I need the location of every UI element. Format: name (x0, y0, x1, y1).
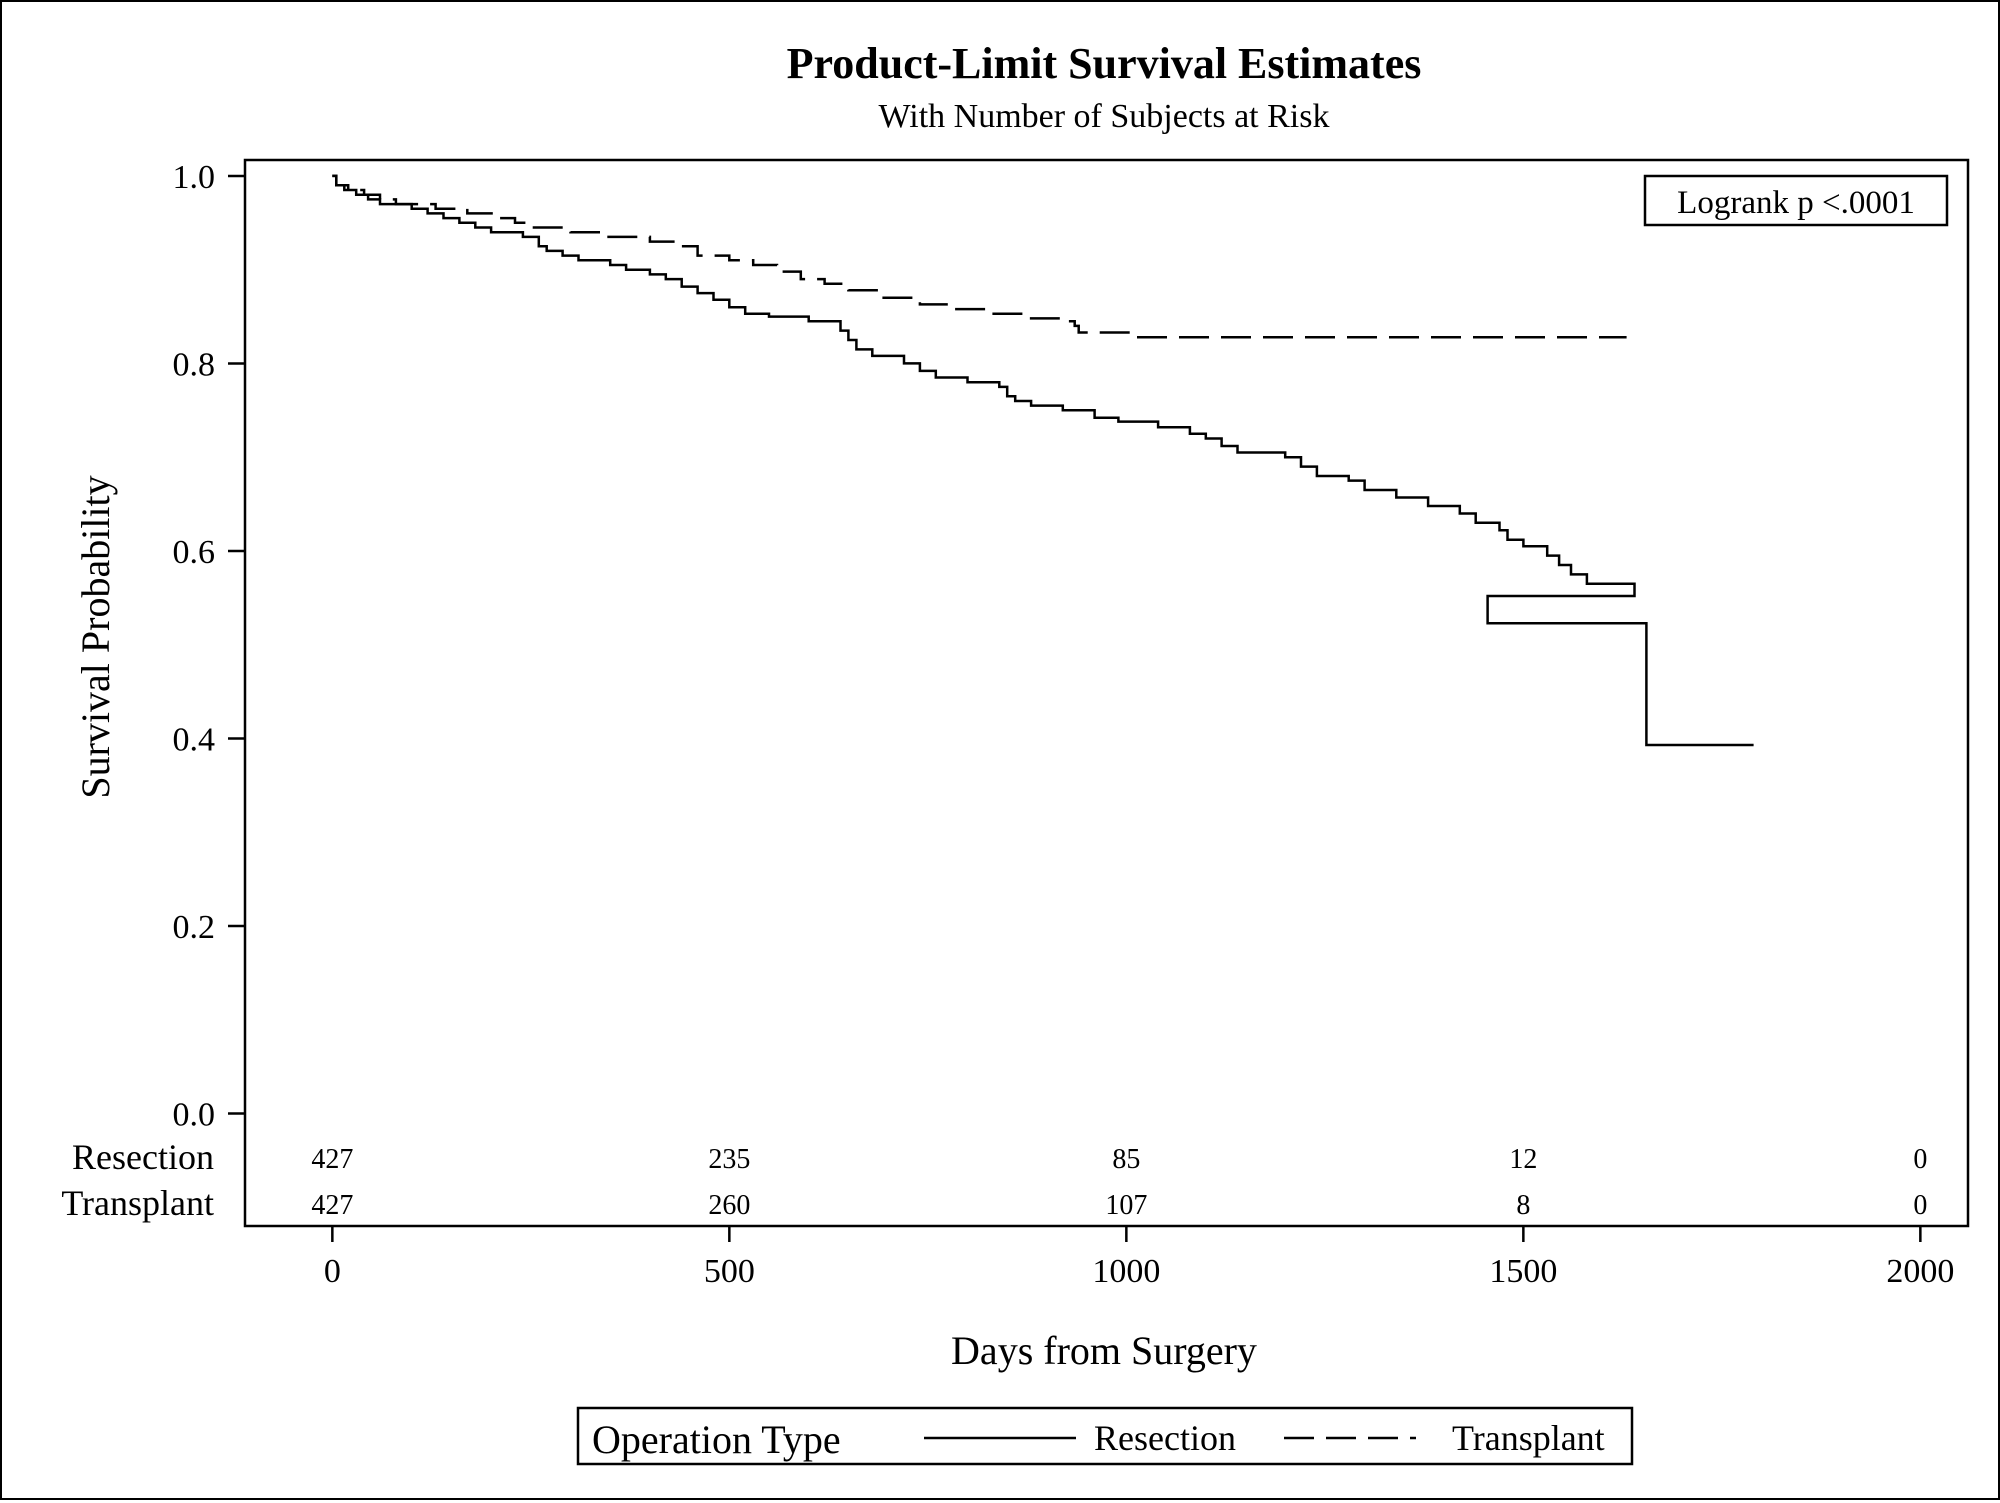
annotation-box (1643, 174, 1949, 227)
x-tick-label: 0 (324, 1253, 341, 1290)
x-axis-label: Days from Surgery (951, 1328, 1257, 1373)
y-tick-label: 0.4 (173, 721, 216, 758)
risk-count: 427 (311, 1144, 353, 1175)
risk-count: 427 (311, 1190, 353, 1221)
series-line-transplant (332, 174, 1627, 339)
series-line-resection (332, 174, 1754, 747)
risk-count: 8 (1516, 1190, 1530, 1221)
risk-count: 260 (708, 1190, 750, 1221)
y-tick-label: 0.2 (173, 909, 216, 946)
risk-count: 107 (1105, 1190, 1147, 1221)
logrank-annotation: Logrank p <.0001 (1643, 174, 1949, 227)
x-tick-label: 1500 (1489, 1253, 1557, 1290)
chart-subtitle: With Number of Subjects at Risk (879, 98, 1330, 135)
y-tick-label: 0.0 (173, 1096, 216, 1133)
y-axis: 0.0 0.2 0.4 0.6 0.8 1.0 (173, 159, 245, 1133)
y-tick-label: 0.6 (173, 534, 216, 571)
legend-label-resection: Resection (1094, 1418, 1236, 1458)
x-axis: 0 500 1000 1500 2000 (324, 1226, 1954, 1290)
risk-count: 235 (708, 1144, 750, 1175)
risk-row-label: Resection (72, 1137, 214, 1177)
risk-count: 85 (1112, 1144, 1140, 1175)
risk-count: 0 (1913, 1144, 1927, 1175)
plot-area-border (243, 158, 1970, 1228)
series-layer (332, 174, 1754, 747)
x-tick-label: 500 (704, 1253, 755, 1290)
x-tick-label: 2000 (1886, 1253, 1954, 1290)
x-tick-label: 1000 (1092, 1253, 1160, 1290)
risk-table: Resection 427 235 85 12 0 Transplant 427 260 107 8… (61, 1137, 1927, 1223)
y-tick-label: 1.0 (173, 159, 216, 196)
risk-count: 0 (1913, 1190, 1927, 1221)
legend: Operation Type Resection Transplant (576, 1406, 1634, 1466)
annotation-text: Logrank p <.0001 (1677, 185, 1915, 221)
y-tick-label: 0.8 (173, 346, 216, 383)
legend-box (576, 1406, 1634, 1466)
legend-title: Operation Type (592, 1417, 841, 1462)
chart-title: Product-Limit Survival Estimates (787, 39, 1422, 88)
risk-row-label: Transplant (61, 1183, 214, 1223)
risk-count: 12 (1509, 1144, 1537, 1175)
legend-label-transplant: Transplant (1452, 1418, 1605, 1458)
y-axis-label: Survival Probability (73, 475, 118, 798)
